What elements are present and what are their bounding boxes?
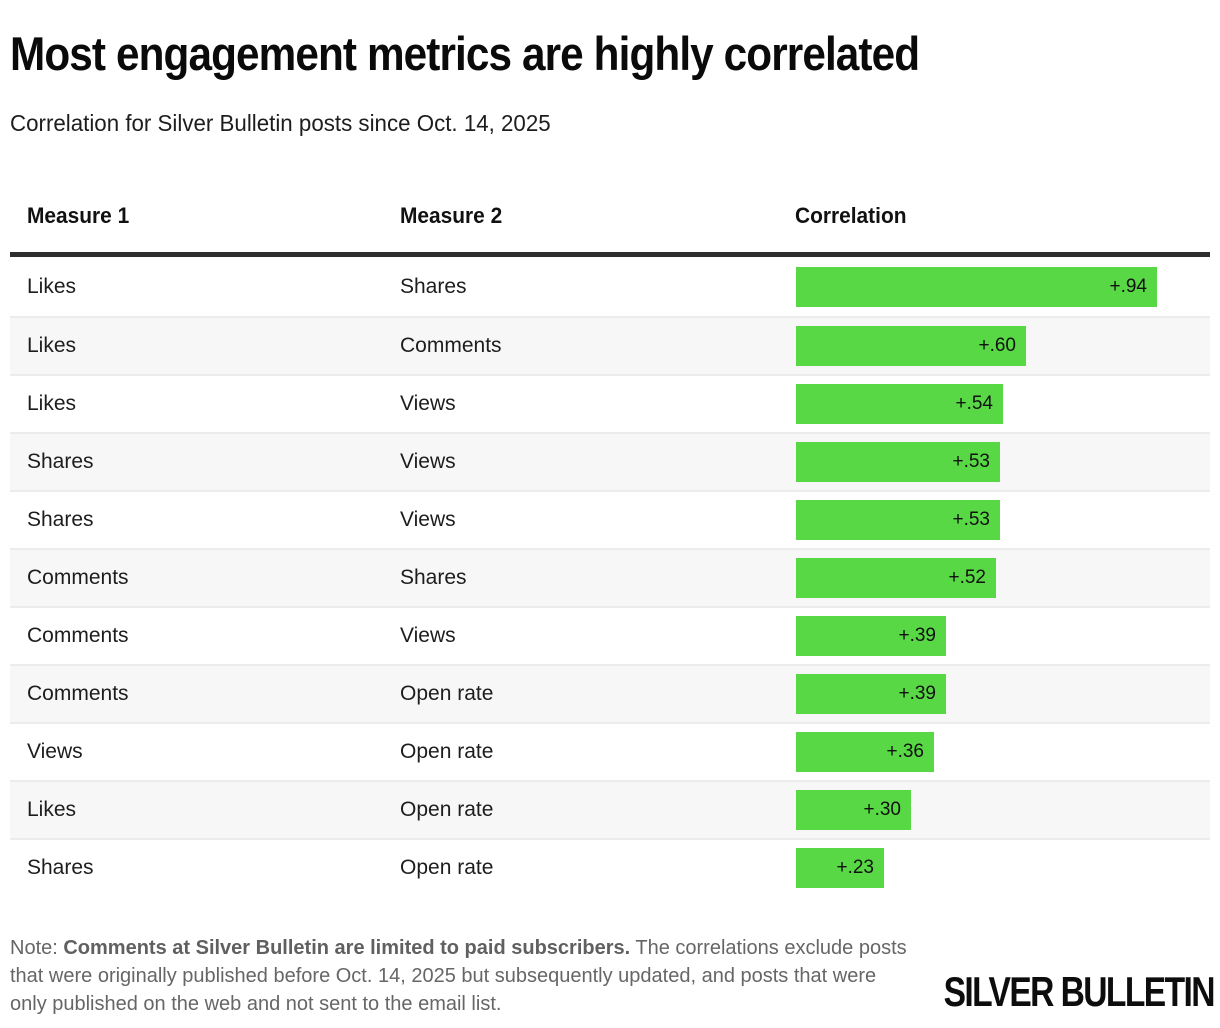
table-row: Likes Open rate +.30 xyxy=(10,780,1210,838)
table-row: Comments Views +.39 xyxy=(10,606,1210,664)
footnote: Note: Comments at Silver Bulletin are li… xyxy=(10,934,915,1018)
header-rule xyxy=(10,252,1210,257)
correlation-bar-track: +.39 xyxy=(796,616,1210,656)
measure1-cell: Comments xyxy=(27,682,129,705)
measure2-cell: Open rate xyxy=(400,682,494,705)
correlation-bar: +.53 xyxy=(796,500,1000,540)
table-row: Likes Shares +.94 xyxy=(10,258,1210,316)
correlation-bar: +.39 xyxy=(796,616,946,656)
measure2-cell: Shares xyxy=(400,566,467,589)
correlation-value: +.36 xyxy=(886,741,924,762)
column-header-correlation: Correlation xyxy=(795,203,907,228)
column-header-measure1: Measure 1 xyxy=(27,203,130,228)
correlation-bar: +.53 xyxy=(796,442,1000,482)
measure1-cell: Views xyxy=(27,740,83,763)
table-row: Likes Views +.54 xyxy=(10,374,1210,432)
correlation-value: +.54 xyxy=(955,393,993,414)
measure1-cell: Likes xyxy=(27,392,77,415)
measure2-cell: Open rate xyxy=(400,740,494,763)
table-row: Shares Views +.53 xyxy=(10,490,1210,548)
correlation-bar-track: +.94 xyxy=(796,267,1210,307)
correlation-bar: +.23 xyxy=(796,848,884,888)
measure1-cell: Shares xyxy=(27,508,94,531)
measure1-cell: Likes xyxy=(27,275,77,298)
correlation-bar-track: +.23 xyxy=(796,848,1210,888)
correlation-bar: +.30 xyxy=(796,790,911,830)
measure1-cell: Shares xyxy=(27,856,94,879)
correlation-value: +.60 xyxy=(978,335,1016,356)
measure2-cell: Views xyxy=(400,392,456,415)
correlation-bar: +.36 xyxy=(796,732,934,772)
correlation-bar: +.54 xyxy=(796,384,1003,424)
correlation-bar-track: +.60 xyxy=(796,326,1210,366)
table-header-row: Measure 1 Measure 2 Correlation xyxy=(0,203,1220,233)
table-row: Comments Shares +.52 xyxy=(10,548,1210,606)
measure1-cell: Shares xyxy=(27,450,94,473)
correlation-value: +.30 xyxy=(863,799,901,820)
page-subtitle: Correlation for Silver Bulletin posts si… xyxy=(10,110,551,136)
measure2-cell: Open rate xyxy=(400,798,494,821)
correlation-value: +.39 xyxy=(898,683,936,704)
correlation-value: +.23 xyxy=(836,857,874,878)
table-row: Shares Views +.53 xyxy=(10,432,1210,490)
table-row: Shares Open rate +.23 xyxy=(10,838,1210,896)
correlation-bar-track: +.30 xyxy=(796,790,1210,830)
page-title: Most engagement metrics are highly corre… xyxy=(10,27,920,80)
measure2-cell: Shares xyxy=(400,275,467,298)
silver-bulletin-logo: SILVER BULLETIN xyxy=(943,968,1216,1015)
measure2-cell: Views xyxy=(400,450,456,473)
correlation-value: +.94 xyxy=(1109,276,1147,297)
measure2-cell: Open rate xyxy=(400,856,494,879)
table-row: Comments Open rate +.39 xyxy=(10,664,1210,722)
correlation-table-body: Likes Shares +.94 Likes Comments +.60 Likes Vie… xyxy=(10,258,1210,896)
table-row: Likes Comments +.60 xyxy=(10,316,1210,374)
correlation-bar-track: +.53 xyxy=(796,442,1210,482)
measure1-cell: Comments xyxy=(27,566,129,589)
correlation-bar: +.39 xyxy=(796,674,946,714)
measure1-cell: Comments xyxy=(27,624,129,647)
correlation-value: +.52 xyxy=(948,567,986,588)
correlation-value: +.53 xyxy=(952,509,990,530)
column-header-measure2: Measure 2 xyxy=(400,203,503,228)
measure2-cell: Views xyxy=(400,624,456,647)
correlation-value: +.39 xyxy=(898,625,936,646)
measure2-cell: Views xyxy=(400,508,456,531)
correlation-bar-track: +.39 xyxy=(796,674,1210,714)
footnote-bold: Comments at Silver Bulletin are limited … xyxy=(63,937,631,959)
correlation-bar-track: +.36 xyxy=(796,732,1210,772)
footnote-rest: The correlations exclude posts that were… xyxy=(10,937,907,1015)
correlation-bar-track: +.54 xyxy=(796,384,1210,424)
correlation-value: +.53 xyxy=(952,451,990,472)
correlation-bar: +.52 xyxy=(796,558,996,598)
correlation-bar: +.94 xyxy=(796,267,1157,307)
table-row: Views Open rate +.36 xyxy=(10,722,1210,780)
correlation-bar-track: +.53 xyxy=(796,500,1210,540)
measure1-cell: Likes xyxy=(27,798,77,821)
measure2-cell: Comments xyxy=(400,334,502,357)
measure1-cell: Likes xyxy=(27,334,77,357)
correlation-bar: +.60 xyxy=(796,326,1026,366)
correlation-bar-track: +.52 xyxy=(796,558,1210,598)
footnote-prefix: Note: xyxy=(10,937,64,959)
